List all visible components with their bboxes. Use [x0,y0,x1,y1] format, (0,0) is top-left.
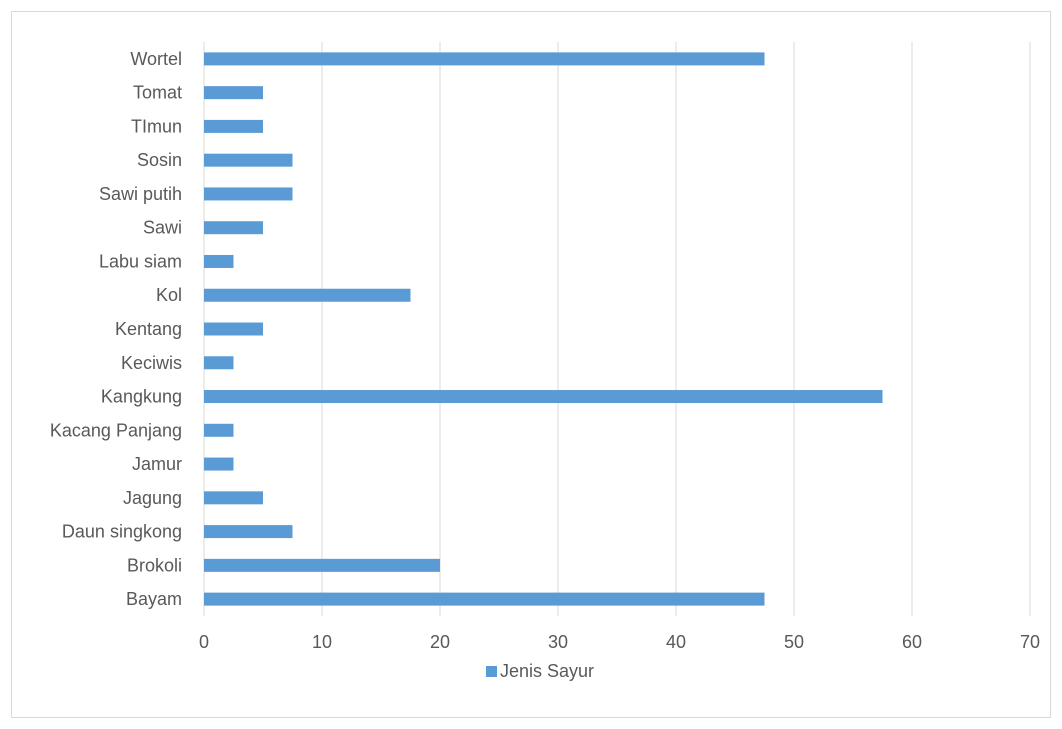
x-tick-label: 60 [902,632,922,652]
x-tick-labels: 0 10 20 30 40 50 60 70 [199,632,1040,652]
bar [204,153,293,167]
category-label: Brokoli [127,555,182,575]
gridlines [203,42,1031,616]
category-label: Keciwis [121,353,182,373]
bar [204,86,263,100]
x-tick-label: 20 [430,632,450,652]
bar [204,390,883,404]
bar [204,423,234,437]
category-label: TImun [131,116,182,136]
legend-label: Jenis Sayur [500,661,594,681]
bar [204,119,263,133]
legend-swatch [486,666,497,677]
category-label: Jagung [123,488,182,508]
chart-frame: Bayam Brokoli Daun singkong Jagung Jamur Kaca… [11,11,1051,718]
bar [204,558,440,572]
category-label: Kentang [115,319,182,339]
category-label: Daun singkong [62,522,182,542]
category-label: Kol [156,285,182,305]
category-label: Sosin [137,150,182,170]
x-tick-label: 10 [312,632,332,652]
x-tick-label: 40 [666,632,686,652]
bar [204,288,411,302]
x-tick-label: 70 [1020,632,1040,652]
category-label: Tomat [133,83,182,103]
legend: Jenis Sayur [486,661,594,681]
bar [204,592,765,606]
bar-chart: Bayam Brokoli Daun singkong Jagung Jamur Kaca… [50,42,1040,681]
bar [204,491,263,505]
bar [204,457,234,471]
category-label: Kangkung [101,387,182,407]
x-tick-label: 0 [199,632,209,652]
bar [204,525,293,539]
x-tick-label: 30 [548,632,568,652]
bar [204,322,263,336]
bar [204,52,765,66]
category-labels: Bayam Brokoli Daun singkong Jagung Jamur Kaca… [50,49,182,609]
bar [204,221,263,235]
category-label: Jamur [132,454,182,474]
category-label: Sawi [143,218,182,238]
category-label: Wortel [130,49,182,69]
category-label: Kacang Panjang [50,420,182,440]
bar [204,254,234,268]
x-tick-label: 50 [784,632,804,652]
bars [204,52,883,606]
bar [204,187,293,201]
bar [204,356,234,370]
category-label: Sawi putih [99,184,182,204]
category-label: Labu siam [99,251,182,271]
category-label: Bayam [126,589,182,609]
